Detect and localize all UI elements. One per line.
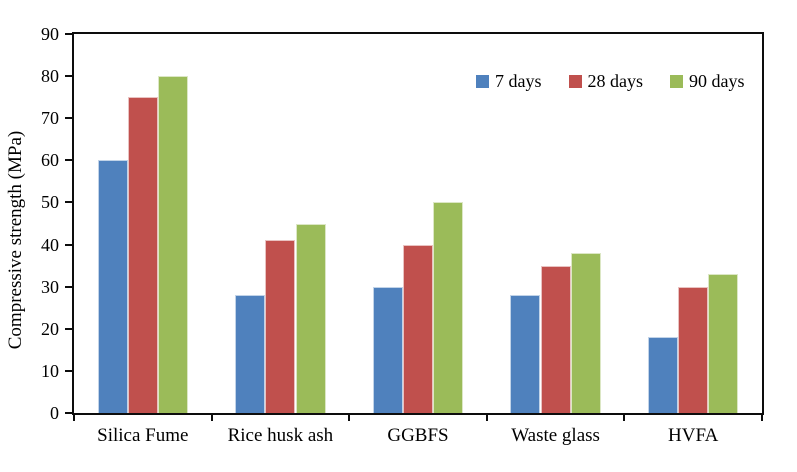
y-tick-label: 80 [41,66,59,87]
bar-7-days-ggbfs [372,286,403,413]
bar-7-days-hvfa [647,337,679,413]
category-label-hvfa: HVFA [668,425,719,446]
legend-label: 28 days [587,71,644,91]
y-tick-label: 0 [50,403,59,423]
category-label-rice-husk-ash: Rice husk ash [227,425,334,446]
bar-28-days-hvfa [678,286,709,413]
bar-28-days-silica-fume [127,97,158,413]
bar-7-days-rice-husk-ash [235,295,266,413]
legend: 7 days 28 days 90 days [476,71,745,92]
y-tick-label: 50 [41,192,59,213]
bar-90-days-rice-husk-ash [295,223,326,413]
y-tick-label: 10 [41,360,59,381]
x-tick-mark [623,413,626,421]
y-tick-mark [65,369,74,372]
bar-28-days-rice-husk-ash [265,240,296,413]
y-tick-label: 30 [41,276,59,297]
bar-90-days-silica-fume [157,76,189,413]
legend-swatch-icon [670,75,683,88]
x-tick-mark [761,413,763,421]
bar-28-days-ggbfs [402,244,434,413]
legend-swatch-icon [568,75,582,88]
category-label-ggbfs: GGBFS [387,425,449,446]
y-tick-mark [65,285,74,288]
legend-item-28-days: 28 days [568,71,644,92]
legend-label: 90 days [689,71,745,91]
x-tick-mark [485,413,488,421]
bar-90-days-waste-glass [570,252,601,413]
y-tick-label: 40 [41,234,59,255]
y-tick-mark [65,243,74,246]
y-tick-mark [65,75,74,78]
x-tick-mark [210,413,213,421]
y-tick-mark [65,33,74,35]
y-tick-label: 90 [41,24,59,44]
plot-area [72,32,764,415]
y-tick-mark [65,117,74,120]
bar-28-days-waste-glass [540,265,571,413]
bar-7-days-silica-fume [97,160,128,413]
x-tick-mark [73,413,75,421]
category-label-waste-glass: Waste glass [511,425,600,446]
bar-7-days-waste-glass [510,295,541,413]
bar-90-days-hvfa [708,274,739,413]
y-tick-mark [65,412,74,414]
y-tick-label: 20 [41,318,59,339]
y-tick-mark [65,327,74,330]
y-tick-mark [65,201,74,204]
legend-item-90-days: 90 days [670,71,745,92]
bar-90-days-ggbfs [433,202,464,413]
x-tick-mark [348,413,351,421]
y-tick-label: 60 [41,150,59,171]
legend-swatch-icon [476,75,489,88]
legend-label: 7 days [495,71,542,91]
legend-item-7-days: 7 days [476,71,542,92]
y-tick-label: 70 [41,108,59,129]
category-label-silica-fume: Silica Fume [97,425,189,446]
y-tick-mark [65,159,74,162]
